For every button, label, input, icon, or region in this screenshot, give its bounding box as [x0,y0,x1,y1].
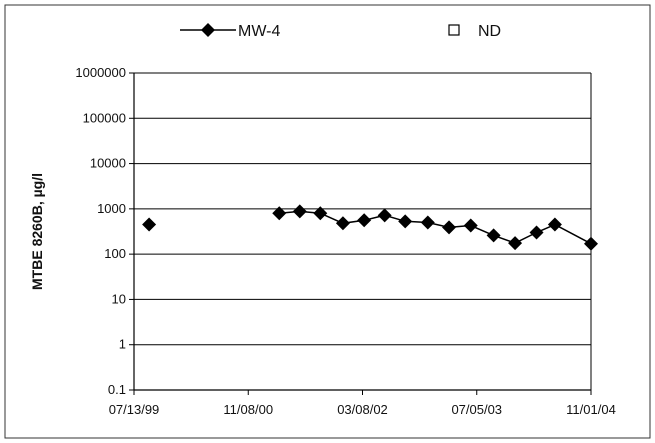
y-tick-label: 0.1 [108,382,126,397]
data-point [335,216,350,231]
data-point [547,217,562,232]
chart-border [4,4,651,439]
y-tick-label: 1 [119,337,126,352]
axes [129,72,592,395]
data-point [272,206,287,221]
y-tick-labels: 1000000 100000 10000 1000 100 10 1 0.1 [75,65,126,397]
x-tick-label: 03/08/02 [337,402,388,417]
data-point [529,225,544,240]
legend-item-nd: ND [448,23,501,40]
legend-marker-nd [448,24,460,36]
data-point [508,236,523,251]
data-point [357,213,372,228]
y-tick-label: 1000 [97,201,126,216]
x-tick-labels: 07/13/99 11/08/00 03/08/02 07/05/03 11/01/04 [109,402,616,417]
x-tick-label: 07/05/03 [451,402,502,417]
y-tick-label: 10000 [90,156,126,171]
y-tick-label: 1000000 [75,65,126,80]
data-point [420,215,435,230]
data-point [313,206,328,221]
x-tick-label: 11/01/04 [566,402,616,417]
legend: MW-4 ND [180,23,501,40]
y-tick-label: 10 [112,291,126,306]
data-point [398,214,413,229]
x-tick-label: 11/08/00 [223,402,273,417]
series [142,204,598,251]
data-point [292,204,307,219]
legend-label-mw-4: MW-4 [238,23,280,40]
gridlines [134,72,591,391]
data-point [377,208,392,223]
series-mw-4 [142,204,598,251]
y-tick-label: 100000 [83,110,126,125]
legend-label-nd: ND [478,23,501,40]
x-tick-label: 07/13/99 [109,402,160,417]
data-point [442,220,457,235]
legend-item-mw-4: MW-4 [180,23,280,40]
data-point [486,228,501,243]
data-point [463,218,478,233]
legend-marker-mw-4 [201,23,215,37]
y-tick-label: 100 [104,246,126,261]
data-point [142,217,157,232]
data-point [584,236,598,251]
series-line [279,210,592,245]
y-axis-title: MTBE 8260B, µg/l [29,173,45,290]
